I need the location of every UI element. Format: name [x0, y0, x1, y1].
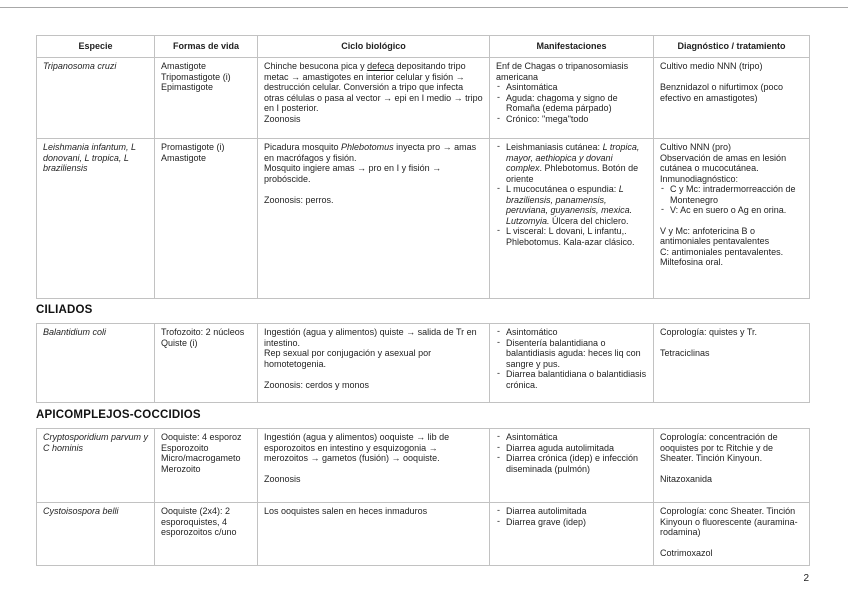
cell-especie: Balantidium coli	[36, 323, 155, 403]
list-item: Leishmaniasis cutánea: L tropica, mayor,…	[496, 141, 648, 184]
formas-text: Amastigote Tripomastigote (i) Epimastigo…	[161, 61, 231, 92]
species-name: Balantidium coli	[43, 327, 107, 337]
header-cell-diagnostico: Diagnóstico / tratamiento	[653, 35, 810, 58]
list-item: L mucocutánea o espundia: L braziliensis…	[496, 183, 648, 226]
species-name: Leishmania infantum, L donovani, L tropi…	[43, 142, 139, 173]
apicomplejos-table: Cryptosporidium parvum y C hominis Ooqui…	[36, 428, 810, 566]
diagnostico-text: Coprología: conc Sheater. Tinción Kinyou…	[660, 506, 798, 558]
diagnostico-text: Coprología: quistes y Tr. Tetraciclinas	[660, 327, 758, 358]
flagelados-table: Especie Formas de vida Ciclo biológico M…	[36, 35, 810, 299]
ciliados-table: Balantidium coli Trofozoito: 2 núcleos Q…	[36, 323, 810, 403]
cell-formas: Amastigote Tripomastigote (i) Epimastigo…	[154, 57, 258, 139]
row-leishmania: Leishmania infantum, L donovani, L tropi…	[36, 138, 810, 299]
ciclo-text: Los ooquistes salen en heces inmaduros	[264, 506, 428, 516]
section-title-ciliados: CILIADOS	[36, 304, 93, 316]
cell-especie: Cystoisospora belli	[36, 502, 155, 566]
cell-ciclo: Ingestión (agua y alimentos) ooquiste → …	[257, 428, 490, 503]
spacer	[660, 216, 804, 226]
list-item: Diarrea crónica (idep) e infección disem…	[496, 452, 648, 474]
cell-manifestaciones: Enf de Chagas o tripanosomiasis american…	[489, 57, 654, 139]
header-cell-manifestaciones: Manifestaciones	[489, 35, 654, 58]
list-item: Diarrea autolimitada	[496, 505, 648, 517]
list-item: Asintomático	[496, 326, 648, 338]
cell-manifestaciones: Asintomático Disentería balantidiana o b…	[489, 323, 654, 403]
ciclo-genus-name: Phlebotomus	[341, 142, 394, 152]
cell-formas: Ooquiste (2x4): 2 esporoquistes, 4 espor…	[154, 502, 258, 566]
formas-text: Ooquiste: 4 esporoz Esporozoito Micro/ma…	[161, 432, 242, 474]
ciclo-text: Ingestión (agua y alimentos) quiste → sa…	[264, 327, 477, 390]
list-item: Asintomática	[496, 81, 648, 93]
cell-diagnostico: Coprología: conc Sheater. Tinción Kinyou…	[653, 502, 810, 566]
ciclo-text: Chinche besucona pica y	[264, 61, 368, 71]
cell-ciclo: Ingestión (agua y alimentos) quiste → sa…	[257, 323, 490, 403]
list-item: C y Mc: intradermorreacción de Montenegr…	[660, 183, 804, 205]
list-item: Diarrea grave (idep)	[496, 516, 648, 528]
cell-diagnostico: Cultivo medio NNN (tripo) Benznidazol o …	[653, 57, 810, 139]
cell-ciclo: Picadura mosquito Phlebotomus inyecta pr…	[257, 138, 490, 299]
cell-formas: Ooquiste: 4 esporoz Esporozoito Micro/ma…	[154, 428, 258, 503]
section-title-apicomplejos: APICOMPLEJOS-COCCIDIOS	[36, 409, 201, 421]
diagnostico-text: Cultivo medio NNN (tripo) Benznidazol o …	[660, 61, 784, 103]
manif-list: Diarrea autolimitada Diarrea grave (idep…	[496, 505, 648, 528]
diagnostico-text: Coprología: concentración de ooquistes p…	[660, 432, 778, 484]
cell-diagnostico: Coprología: concentración de ooquistes p…	[653, 428, 810, 503]
species-name: Cryptosporidium parvum y C hominis	[43, 432, 151, 453]
cell-especie: Cryptosporidium parvum y C hominis	[36, 428, 155, 503]
ciclo-text: depositando tripo metac → amastigotes en…	[264, 61, 483, 124]
diagnostico-list: C y Mc: intradermorreacción de Montenegr…	[660, 183, 804, 216]
header-cell-ciclo: Ciclo biológico	[257, 35, 490, 58]
list-item: Crónico: "mega"todo	[496, 113, 648, 125]
cell-manifestaciones: Leishmaniasis cutánea: L tropica, mayor,…	[489, 138, 654, 299]
cell-especie: Leishmania infantum, L donovani, L tropi…	[36, 138, 155, 299]
cell-formas: Trofozoito: 2 núcleos Quiste (i)	[154, 323, 258, 403]
species-name: Cystoisospora belli	[43, 506, 119, 516]
list-item: Disentería balantidiana o balantidiasis …	[496, 337, 648, 370]
manif-intro: Enf de Chagas o tripanosomiasis american…	[496, 61, 631, 82]
page-content: Especie Formas de vida Ciclo biológico M…	[36, 35, 810, 584]
ciclo-text: inyecta pro → amas en macrófagos y fisió…	[264, 142, 477, 205]
formas-text: Promastigote (i) Amastigote	[161, 142, 225, 163]
row-tripanosoma-cruzi: Tripanosoma cruzi Amastigote Tripomastig…	[36, 57, 810, 139]
cell-especie: Tripanosoma cruzi	[36, 57, 155, 139]
list-item: L visceral: L dovani, L infantu,. Phlebo…	[496, 225, 648, 247]
row-cystoisospora-belli: Cystoisospora belli Ooquiste (2x4): 2 es…	[36, 502, 810, 566]
list-item: Diarrea aguda autolimitada	[496, 442, 648, 454]
formas-text: Ooquiste (2x4): 2 esporoquistes, 4 espor…	[161, 506, 237, 537]
ciclo-text: Picadura mosquito	[264, 142, 342, 152]
cell-ciclo: Los ooquistes salen en heces inmaduros	[257, 502, 490, 566]
species-name: Tripanosoma cruzi	[43, 61, 117, 71]
cell-formas: Promastigote (i) Amastigote	[154, 138, 258, 299]
top-rule	[0, 7, 848, 8]
header-cell-especie: Especie	[36, 35, 155, 58]
diagnostico-text: V y Mc: anfotericina B o antimoniales pe…	[660, 225, 784, 268]
cell-ciclo: Chinche besucona pica y defeca depositan…	[257, 57, 490, 139]
ciclo-text: Ingestión (agua y alimentos) ooquiste → …	[264, 432, 450, 484]
cell-manifestaciones: Diarrea autolimitada Diarrea grave (idep…	[489, 502, 654, 566]
list-item: Aguda: chagoma y signo de Romaña (edema …	[496, 92, 648, 114]
formas-text: Trofozoito: 2 núcleos Quiste (i)	[161, 327, 245, 348]
row-cryptosporidium: Cryptosporidium parvum y C hominis Ooqui…	[36, 428, 810, 503]
header-cell-formas: Formas de vida	[154, 35, 258, 58]
cell-manifestaciones: Asintomática Diarrea aguda autolimitada …	[489, 428, 654, 503]
manif-list: Asintomática Diarrea aguda autolimitada …	[496, 431, 648, 474]
row-balantidium-coli: Balantidium coli Trofozoito: 2 núcleos Q…	[36, 323, 810, 403]
list-item: Asintomática	[496, 431, 648, 443]
list-item: V: Ac en suero o Ag en orina.	[660, 204, 804, 216]
manif-list: Asintomática Aguda: chagoma y signo de R…	[496, 81, 648, 125]
cell-diagnostico: Cultivo NNN (pro) Observación de amas en…	[653, 138, 810, 299]
page-number: 2	[803, 573, 809, 584]
manif-list: Asintomático Disentería balantidiana o b…	[496, 326, 648, 390]
cell-diagnostico: Coprología: quistes y Tr. Tetraciclinas	[653, 323, 810, 403]
diagnostico-text: Cultivo NNN (pro) Observación de amas en…	[660, 142, 787, 184]
table-header-row: Especie Formas de vida Ciclo biológico M…	[36, 35, 810, 58]
ciclo-underlined-word: defeca	[367, 61, 395, 71]
list-item: Diarrea balantidiana o balantidiasis cró…	[496, 368, 648, 390]
manif-list: Leishmaniasis cutánea: L tropica, mayor,…	[496, 141, 648, 247]
